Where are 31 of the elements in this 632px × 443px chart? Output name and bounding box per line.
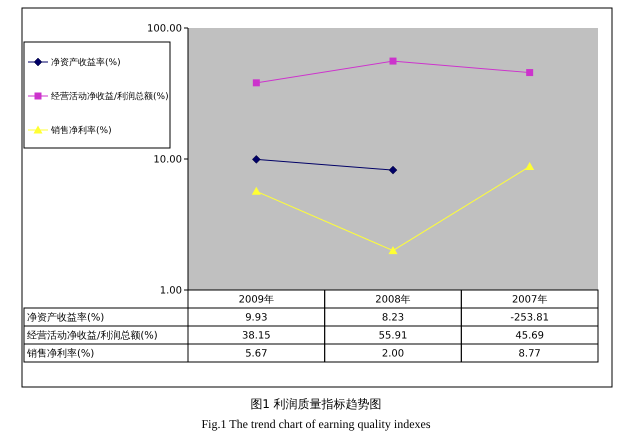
- point: [252, 79, 260, 86]
- y-tick-label: 1.00: [160, 286, 182, 296]
- text: 经营活动净收益/利润总额(%): [27, 330, 158, 342]
- y-tick-label: 10.00: [153, 154, 182, 166]
- legend-label: 净资产收益率(%): [51, 57, 121, 68]
- data-label: 5.67: [245, 348, 268, 360]
- text: 图1 利润质量指标趋势图: [250, 397, 382, 411]
- x-tick-label: 2008年: [375, 294, 411, 306]
- data-label: 8.77: [518, 348, 541, 360]
- data-label: 55.91: [378, 330, 408, 342]
- text: 销售净利率(%): [27, 348, 94, 360]
- point: [252, 186, 261, 195]
- point: [390, 58, 396, 65]
- legend-label: 销售净利率(%): [50, 125, 112, 136]
- point: [252, 155, 261, 164]
- x-tick-label: 2007年: [512, 294, 548, 306]
- point: [525, 162, 534, 170]
- point: [388, 166, 398, 174]
- text: -253.81: [510, 312, 549, 324]
- data-label: 38.15: [242, 330, 271, 342]
- point: [526, 69, 534, 76]
- legend-label: 经营活动净收益/利润总额(%): [51, 91, 169, 102]
- data-label: 9.93: [245, 312, 268, 324]
- text: 净资产收益率(%): [27, 312, 104, 324]
- text: Fig.1 The trend chart of earning quality indexes: [201, 417, 431, 431]
- data-label: 8.23: [382, 312, 404, 324]
- y-tick-label: 100.00: [147, 24, 182, 34]
- x-tick-label: 2009年: [238, 294, 274, 306]
- data-label: 45.69: [515, 330, 544, 342]
- data-label: 2.00: [382, 348, 404, 360]
- point: [388, 246, 398, 254]
